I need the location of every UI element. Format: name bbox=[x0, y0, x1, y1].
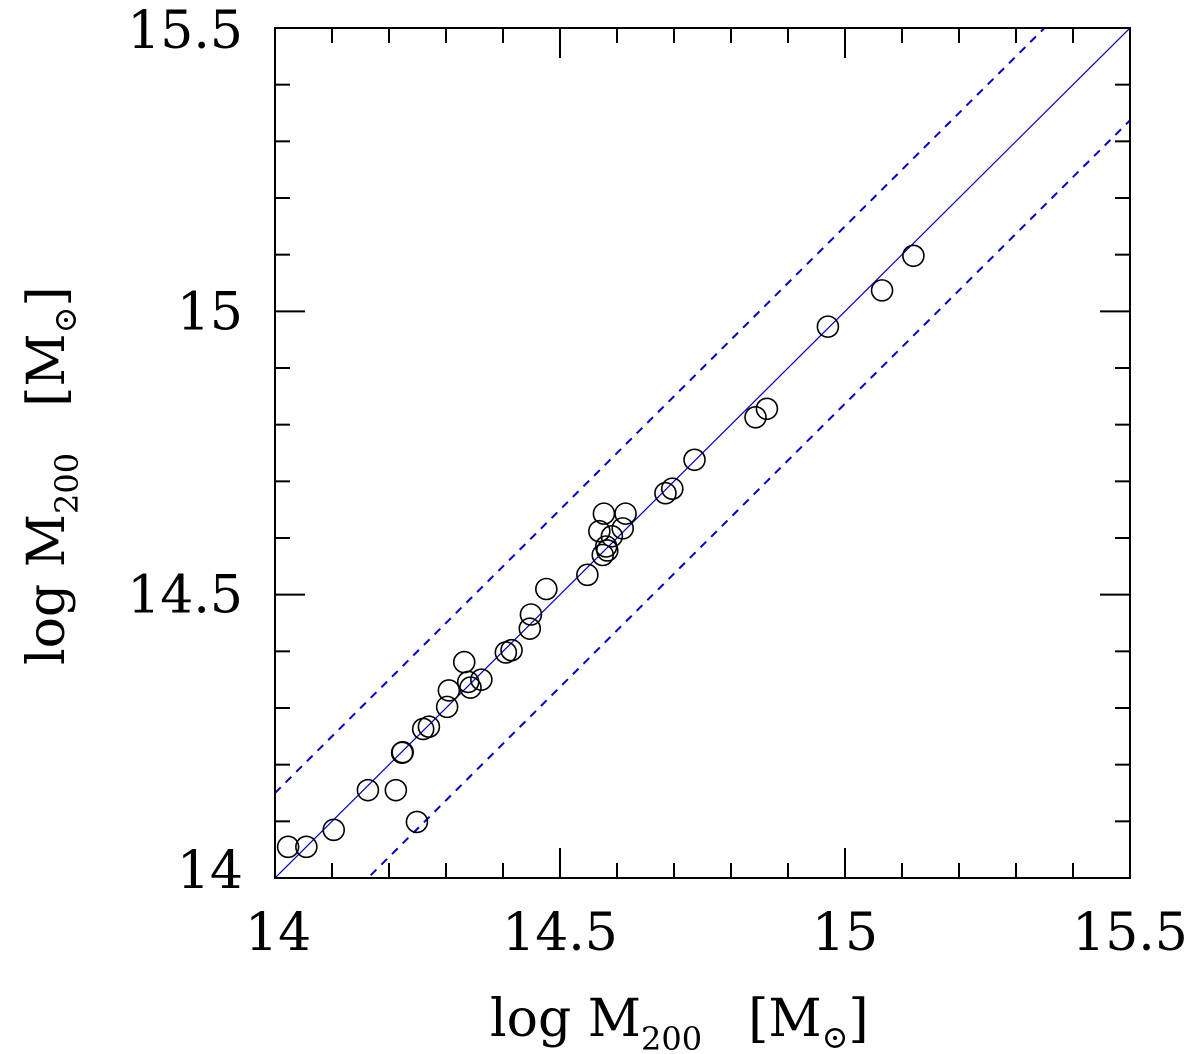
x-axis-label-unit-close: ] bbox=[848, 989, 868, 1049]
x-tick-label: 15 bbox=[812, 903, 878, 963]
plot-frame bbox=[274, 27, 1131, 879]
data-point bbox=[322, 818, 346, 842]
data-point bbox=[654, 481, 677, 505]
data-point bbox=[535, 577, 558, 601]
x-axis-label-base: log M bbox=[490, 989, 641, 1049]
data-point bbox=[755, 397, 779, 421]
data-point bbox=[295, 835, 318, 859]
data-point bbox=[870, 279, 894, 302]
x-tick-label: 14.5 bbox=[502, 903, 618, 963]
x-axis-label-unit-sub: ⊙ bbox=[822, 1018, 849, 1054]
data-point bbox=[816, 315, 840, 338]
data-point bbox=[452, 650, 476, 674]
data-point bbox=[405, 810, 429, 834]
y-axis-label: log M200 [M⊙] bbox=[17, 286, 86, 665]
data-point bbox=[518, 617, 542, 640]
y-axis-label-unit: [M bbox=[17, 333, 77, 407]
x-axis-label-sub: 200 bbox=[641, 1020, 702, 1054]
data-point bbox=[391, 740, 414, 764]
data-point bbox=[276, 835, 300, 859]
data-point bbox=[435, 695, 459, 719]
data-point bbox=[588, 519, 611, 543]
y-axis-label-base: log M bbox=[17, 514, 77, 665]
data-point bbox=[417, 715, 441, 739]
tick-labels: 14 14.5 15 15.5 14 14.5 15 15.5 bbox=[127, 1, 1188, 963]
reference-lines bbox=[275, 28, 1130, 878]
y-axis-label-unit-sub: ⊙ bbox=[46, 307, 84, 334]
svg-text:log M200[M⊙]: log M200 [M⊙] bbox=[17, 286, 86, 665]
x-tick-label: 14 bbox=[245, 903, 311, 963]
y-axis-label-unit-close: ] bbox=[17, 286, 77, 306]
data-point bbox=[591, 543, 615, 567]
data-point bbox=[614, 502, 637, 525]
data-point bbox=[470, 668, 493, 691]
data-point bbox=[902, 244, 925, 268]
data-point bbox=[596, 539, 619, 562]
lower-bound-line bbox=[366, 119, 1130, 878]
x-axis-label-unit: [M bbox=[748, 989, 822, 1049]
data-point bbox=[576, 563, 599, 587]
y-tick-label: 15 bbox=[177, 282, 243, 342]
data-point bbox=[356, 778, 380, 802]
data-point bbox=[519, 603, 543, 626]
data-point bbox=[500, 638, 523, 662]
data-points bbox=[276, 244, 925, 859]
y-axis-label-sub: 200 bbox=[48, 453, 86, 514]
data-point bbox=[744, 405, 767, 429]
data-point bbox=[437, 679, 461, 702]
y-tick-label: 14.5 bbox=[127, 566, 243, 626]
y-tick-label: 14 bbox=[177, 841, 243, 901]
data-point bbox=[683, 448, 706, 472]
data-point bbox=[660, 477, 684, 501]
y-tick-label: 15.5 bbox=[127, 1, 243, 61]
data-point bbox=[384, 778, 408, 802]
x-tick-label: 15.5 bbox=[1072, 903, 1188, 963]
data-point bbox=[611, 517, 635, 540]
svg-text:log M200[M⊙]: log M200 [M⊙] bbox=[490, 989, 869, 1054]
x-axis-label: log M200 [M⊙] bbox=[490, 989, 869, 1054]
upper-bound-line bbox=[275, 28, 1046, 794]
